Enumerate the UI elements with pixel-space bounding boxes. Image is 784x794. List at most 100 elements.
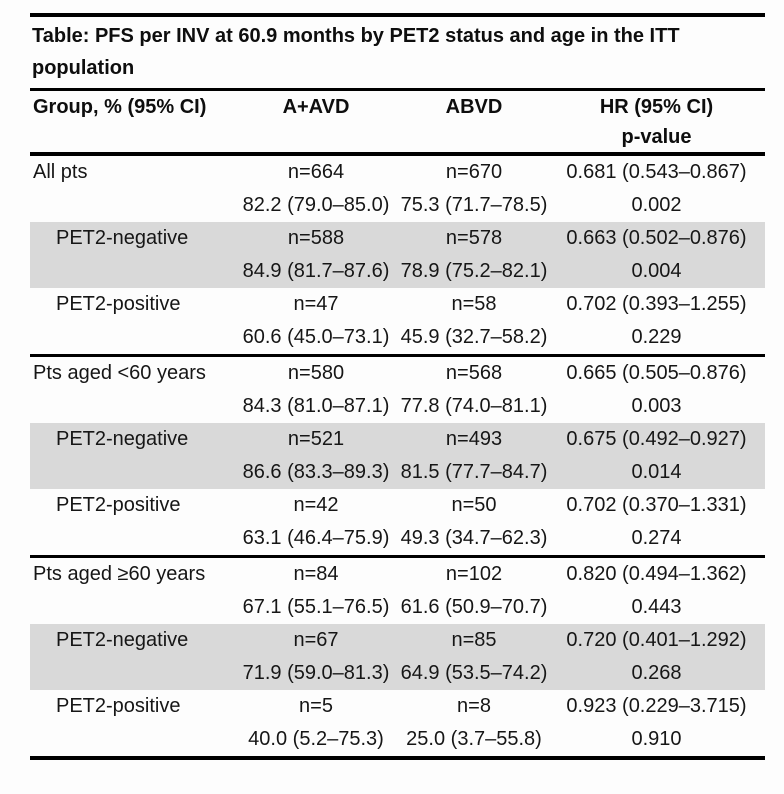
aavd-cell: n=5 40.0 (5.2–75.3): [232, 690, 400, 758]
aavd-estimate: 82.2 (79.0–85.0): [242, 194, 390, 216]
group-label: PET2-positive: [56, 494, 181, 516]
aavd-n: n=5: [299, 695, 333, 717]
aavd-cell: n=580 84.3 (81.0–87.1): [232, 354, 400, 423]
abvd-cell: n=85 64.9 (53.5–74.2): [400, 624, 548, 690]
group-label: PET2-negative: [56, 629, 189, 651]
group-label: PET2-positive: [56, 695, 181, 717]
abvd-n: n=568: [445, 362, 503, 384]
abvd-estimate: 77.8 (74.0–81.1): [400, 395, 548, 417]
hr-cell: 0.675 (0.492–0.927) 0.014: [548, 423, 765, 489]
abvd-estimate: 49.3 (34.7–62.3): [400, 527, 548, 549]
abvd-cell: n=568 77.8 (74.0–81.1): [400, 354, 548, 423]
aavd-n: n=588: [287, 227, 345, 249]
abvd-n: n=85: [451, 629, 497, 651]
p-value: 0.002: [631, 194, 682, 216]
group-cell: PET2-positive: [30, 489, 232, 557]
group-cell: Pts aged <60 years: [30, 354, 232, 423]
aavd-estimate: 84.3 (81.0–87.1): [242, 395, 390, 417]
group-cell: PET2-negative: [30, 423, 232, 489]
group-label: PET2-negative: [56, 227, 189, 249]
p-value: 0.004: [631, 260, 682, 282]
hr-ci-value: 0.720 (0.401–1.292): [566, 629, 747, 651]
group-cell: PET2-negative: [30, 222, 232, 288]
aavd-estimate: 40.0 (5.2–75.3): [248, 728, 384, 750]
aavd-n: n=67: [293, 629, 339, 651]
group-label: PET2-negative: [56, 428, 189, 450]
abvd-n: n=493: [445, 428, 503, 450]
group-cell: PET2-positive: [30, 288, 232, 356]
group-label: Pts aged <60 years: [33, 362, 206, 384]
abvd-estimate: 75.3 (71.7–78.5): [400, 194, 548, 216]
aavd-estimate: 84.9 (81.7–87.6): [242, 260, 390, 282]
abvd-estimate: 78.9 (75.2–82.1): [400, 260, 548, 282]
group-cell: PET2-positive: [30, 690, 232, 758]
aavd-n: n=84: [293, 563, 339, 585]
aavd-estimate: 86.6 (83.3–89.3): [242, 461, 390, 483]
col-header-hr-pvalue: HR (95% CI) p-value: [548, 89, 765, 156]
hr-cell: 0.820 (0.494–1.362) 0.443: [548, 555, 765, 624]
table-row: PET2-negative n=521 86.6 (83.3–89.3) n=4…: [30, 423, 765, 489]
hr-ci-value: 0.702 (0.370–1.331): [566, 494, 747, 516]
aavd-cell: n=42 63.1 (46.4–75.9): [232, 489, 400, 557]
hr-ci-value: 0.681 (0.543–0.867): [566, 161, 747, 183]
hr-ci-value: 0.663 (0.502–0.876): [566, 227, 747, 249]
abvd-cell: n=670 75.3 (71.7–78.5): [400, 154, 548, 222]
aavd-cell: n=84 67.1 (55.1–76.5): [232, 555, 400, 624]
hr-cell: 0.681 (0.543–0.867) 0.002: [548, 154, 765, 222]
table-row: Pts aged ≥60 years n=84 67.1 (55.1–76.5)…: [30, 555, 765, 624]
col-header-group: Group, % (95% CI): [30, 89, 232, 156]
aavd-n: n=42: [293, 494, 339, 516]
abvd-cell: n=8 25.0 (3.7–55.8): [400, 690, 548, 758]
aavd-cell: n=47 60.6 (45.0–73.1): [232, 288, 400, 356]
aavd-cell: n=588 84.9 (81.7–87.6): [232, 222, 400, 288]
table-row: PET2-positive n=47 60.6 (45.0–73.1) n=58…: [30, 288, 765, 356]
pfs-table: Table: PFS per INV at 60.9 months by PET…: [30, 13, 765, 760]
group-cell: Pts aged ≥60 years: [30, 555, 232, 624]
abvd-n: n=8: [457, 695, 491, 717]
p-value: 0.014: [631, 461, 682, 483]
abvd-estimate: 64.9 (53.5–74.2): [400, 662, 548, 684]
abvd-cell: n=493 81.5 (77.7–84.7): [400, 423, 548, 489]
abvd-cell: n=578 78.9 (75.2–82.1): [400, 222, 548, 288]
table-row: PET2-negative n=67 71.9 (59.0–81.3) n=85…: [30, 624, 765, 690]
p-value: 0.003: [631, 395, 682, 417]
p-value: 0.268: [631, 662, 682, 684]
hr-cell: 0.720 (0.401–1.292) 0.268: [548, 624, 765, 690]
col-header-aavd: A+AVD: [232, 89, 400, 156]
hr-ci-value: 0.702 (0.393–1.255): [566, 293, 747, 315]
col-header-abvd: ABVD: [400, 89, 548, 156]
abvd-cell: n=58 45.9 (32.7–58.2): [400, 288, 548, 356]
hr-cell: 0.702 (0.393–1.255) 0.229: [548, 288, 765, 356]
table-row: PET2-positive n=5 40.0 (5.2–75.3) n=8 25…: [30, 690, 765, 758]
p-value: 0.910: [631, 728, 682, 750]
hr-cell: 0.923 (0.229–3.715) 0.910: [548, 690, 765, 758]
abvd-estimate: 45.9 (32.7–58.2): [400, 326, 548, 348]
aavd-cell: n=521 86.6 (83.3–89.3): [232, 423, 400, 489]
group-cell: All pts: [30, 154, 232, 222]
group-label: Pts aged ≥60 years: [33, 563, 206, 585]
hr-cell: 0.663 (0.502–0.876) 0.004: [548, 222, 765, 288]
table-title-line1: Table: PFS per INV at 60.9 months by PET…: [32, 25, 680, 47]
hr-ci-value: 0.675 (0.492–0.927): [566, 428, 747, 450]
abvd-n: n=102: [445, 563, 503, 585]
hr-ci-value: 0.665 (0.505–0.876): [566, 362, 747, 384]
aavd-n: n=580: [287, 362, 345, 384]
aavd-n: n=521: [287, 428, 345, 450]
p-value: 0.443: [631, 596, 682, 618]
table-row: All pts n=664 82.2 (79.0–85.0) n=670 75.…: [30, 154, 765, 222]
aavd-cell: n=67 71.9 (59.0–81.3): [232, 624, 400, 690]
abvd-n: n=58: [451, 293, 497, 315]
group-cell: PET2-negative: [30, 624, 232, 690]
group-label: PET2-positive: [56, 293, 181, 315]
hr-cell: 0.665 (0.505–0.876) 0.003: [548, 354, 765, 423]
aavd-estimate: 71.9 (59.0–81.3): [242, 662, 390, 684]
table-title: Table: PFS per INV at 60.9 months by PET…: [30, 13, 765, 88]
hr-cell: 0.702 (0.370–1.331) 0.274: [548, 489, 765, 557]
abvd-estimate: 81.5 (77.7–84.7): [400, 461, 548, 483]
table-row: Pts aged <60 years n=580 84.3 (81.0–87.1…: [30, 354, 765, 423]
aavd-n: n=47: [293, 293, 339, 315]
aavd-estimate: 67.1 (55.1–76.5): [242, 596, 390, 618]
col-header-pvalue-line: p-value: [621, 126, 692, 148]
abvd-estimate: 25.0 (3.7–55.8): [406, 728, 542, 750]
p-value: 0.229: [631, 326, 682, 348]
